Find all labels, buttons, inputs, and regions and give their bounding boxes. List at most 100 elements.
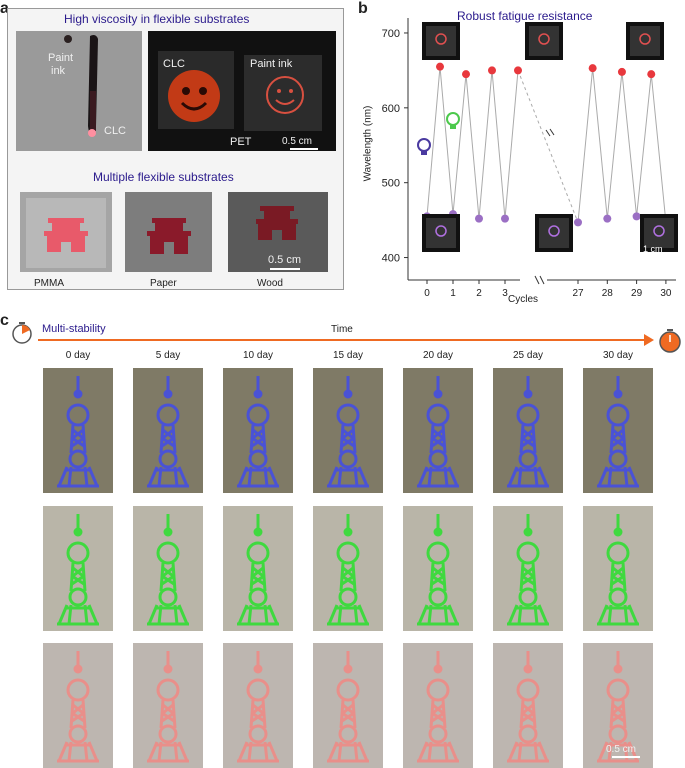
- scale-bar-label-a1: 0.5 cm: [282, 136, 313, 147]
- tower-tile-green: [223, 506, 293, 631]
- y-ticks: 400 500 600 700: [382, 28, 408, 265]
- tower-graphic: [237, 514, 279, 626]
- time-arrow-head: [644, 334, 654, 346]
- photo-pmma: [20, 192, 112, 272]
- tower-tile-blue: [223, 368, 293, 493]
- tower-tile-green: [583, 506, 653, 631]
- tower-graphic: [507, 514, 549, 626]
- data-point-red: [617, 67, 626, 76]
- tower-graphic: [327, 514, 369, 626]
- chart-scale-label: 1 cm: [643, 244, 663, 254]
- tower-tile-red: [313, 643, 383, 768]
- time-arrow: [38, 339, 648, 341]
- photo-paper: [125, 192, 212, 272]
- day-label: 10 day: [242, 350, 274, 361]
- data-point-red: [488, 66, 496, 75]
- y-tick-label: 500: [382, 178, 400, 190]
- label-clc-drop: CLC: [104, 125, 127, 137]
- x-axis-break: [534, 275, 545, 285]
- data-point-purple: [475, 214, 483, 223]
- tower-graphic: [147, 651, 189, 763]
- inset-red-1: [422, 22, 460, 60]
- tower-graphic: [147, 376, 189, 488]
- panel-c-label: c: [0, 312, 9, 329]
- day-label: 20 day: [422, 350, 454, 361]
- gate-graphic-pmma: [26, 198, 106, 268]
- data-point-red: [588, 64, 597, 73]
- inset-purple-2: [535, 214, 573, 252]
- data-point-purple: [632, 212, 641, 221]
- inset-purple-3: [640, 214, 678, 252]
- paint-drop-graphic: [64, 35, 98, 137]
- x-tick-label: 1: [450, 288, 456, 299]
- data-point-purple: [574, 218, 582, 227]
- inset-purple-1: [422, 214, 460, 252]
- day-label: 30 day: [602, 350, 634, 361]
- tower-tile-blue: [133, 368, 203, 493]
- day-label: 5 day: [155, 350, 181, 361]
- caption-wood: Wood: [257, 278, 283, 289]
- tower-graphic: [327, 376, 369, 488]
- chart-title: Robust fatigue resistance: [457, 9, 593, 23]
- day-label: 25 day: [512, 350, 544, 361]
- series-lines: [426, 66, 667, 223]
- series-line-left: [426, 66, 519, 219]
- photo-paint-drop: [16, 31, 142, 151]
- data-point-red: [436, 62, 444, 71]
- tower-tile-red: [403, 643, 473, 768]
- tower-graphic: [237, 651, 279, 763]
- label-pet: PET: [230, 136, 252, 148]
- scale-bar-a1: [290, 148, 318, 150]
- tower-graphic: [597, 514, 639, 626]
- scale-bar-c: [612, 756, 640, 758]
- tower-tile-green: [133, 506, 203, 631]
- x-tick-label: 29: [631, 288, 643, 299]
- gate-graphic-wood: [256, 206, 298, 240]
- tower-tile-red: [223, 643, 293, 768]
- tower-graphic: [237, 376, 279, 488]
- tower-graphic: [417, 651, 459, 763]
- data-point-purple: [603, 214, 612, 223]
- fatigue-chart: 400 500 600 700 0 1 2 3 27 28 29 30 1 cm: [382, 18, 678, 299]
- x-tick-label: 2: [476, 288, 482, 299]
- panel-a-top-title: High viscosity in flexible substrates: [64, 12, 250, 26]
- scale-bar-a2: [270, 268, 300, 270]
- x-tick-label: 27: [572, 288, 584, 299]
- tower-tile-green: [313, 506, 383, 631]
- label-ink: ink: [51, 65, 66, 77]
- panel-a-bottom-title: Multiple flexible substrates: [93, 170, 234, 184]
- x-ticks: 0 1 2 3 27 28 29 30: [424, 280, 672, 299]
- scale-bar-label-a2: 0.5 cm: [268, 254, 302, 266]
- tower-tile-blue: [43, 368, 113, 493]
- data-point-purple: [501, 214, 509, 223]
- tower-graphic: [507, 651, 549, 763]
- day-label: 0 day: [65, 350, 91, 361]
- x-tick-label: 3: [502, 288, 508, 299]
- gate-graphic-paper: [147, 218, 191, 254]
- tower-tile-red: [43, 643, 113, 768]
- smiley-graphic: [158, 51, 322, 131]
- multi-stability-label: Multi-stability: [42, 323, 106, 335]
- panel-a-label: a: [0, 0, 9, 17]
- photo-wood: [228, 192, 328, 272]
- day-label: 15 day: [332, 350, 364, 361]
- tower-graphic: [417, 514, 459, 626]
- tower-tile-red: [583, 643, 653, 768]
- y-tick-label: 400: [382, 253, 400, 265]
- tower-tile-blue: [493, 368, 563, 493]
- stopwatch-left-icon: [12, 322, 32, 344]
- photo-pet-smiley: [148, 31, 336, 151]
- tower-tile-green: [493, 506, 563, 631]
- label-clc-pet: CLC: [163, 58, 186, 70]
- stopwatch-right-icon: [659, 329, 681, 353]
- series-line-gap: [517, 70, 579, 223]
- caption-paper: Paper: [150, 278, 177, 289]
- inset-red-3: [626, 22, 664, 60]
- series-line-right: [577, 68, 667, 223]
- x-tick-label: 0: [424, 288, 430, 299]
- tower-tile-red: [493, 643, 563, 768]
- tower-tile-green: [43, 506, 113, 631]
- tower-graphic: [57, 514, 99, 626]
- tower-graphic: [327, 651, 369, 763]
- x-tick-label: 28: [602, 288, 614, 299]
